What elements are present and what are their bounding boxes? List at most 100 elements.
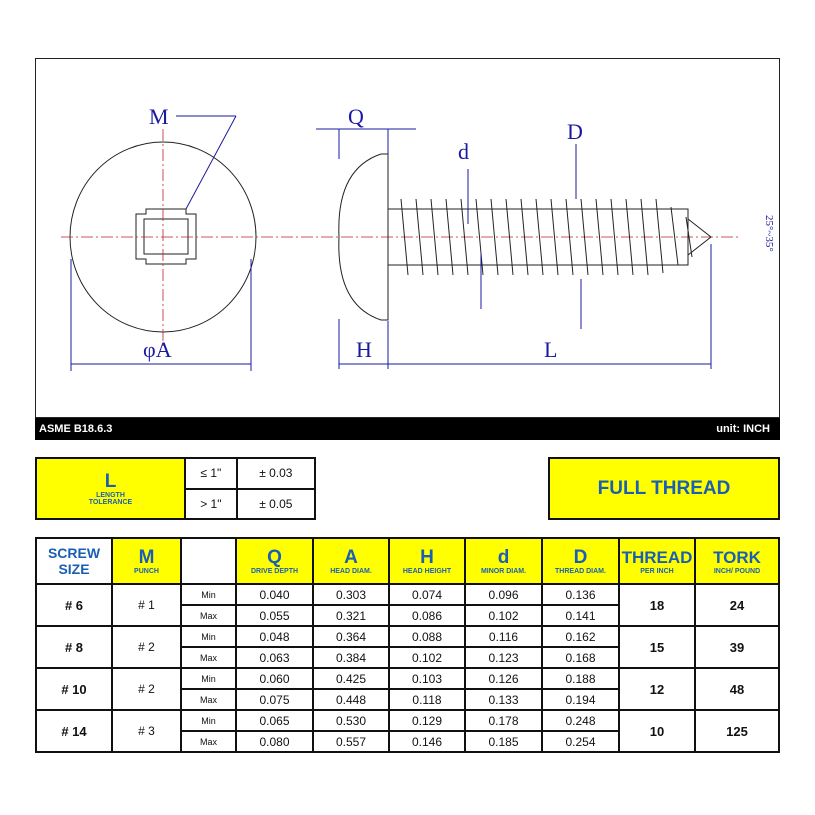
value-cell: 0.129: [388, 709, 466, 732]
max-label: Max: [180, 730, 237, 753]
screw-size: # 10: [35, 667, 113, 711]
value-cell: 0.136: [541, 583, 620, 606]
screw-side-view: [338, 153, 712, 321]
punch: # 3: [111, 709, 182, 753]
value-cell: 0.060: [235, 667, 314, 690]
table-row: # 10 # 2 Min 0.060 0.425 0.103 0.126 0.188 12 48: [35, 667, 780, 711]
value-cell: 0.557: [312, 730, 390, 753]
tolerance-header: L LENGTH TOLERANCE: [35, 457, 186, 520]
value-cell: 0.116: [464, 625, 543, 648]
min-label: Min: [180, 625, 237, 648]
min-label: Min: [180, 583, 237, 606]
value-cell: 0.194: [541, 688, 620, 711]
value-cell: 0.303: [312, 583, 390, 606]
table-row: Max 0.063 0.384 0.102 0.123 0.168: [36, 646, 779, 669]
thread-type-box: FULL THREAD: [548, 457, 780, 520]
value-cell: 0.146: [388, 730, 466, 753]
tolerance-subtitle: LENGTH: [96, 491, 125, 499]
punch: # 2: [111, 667, 182, 711]
tolerance-subtitle: TOLERANCE: [88, 498, 133, 506]
thread-per-inch: 18: [618, 583, 696, 627]
value-cell: 0.086: [388, 604, 466, 627]
value-cell: 0.248: [541, 709, 620, 732]
value-cell: 0.133: [464, 688, 543, 711]
value-cell: 0.075: [235, 688, 314, 711]
standard-label: ASME B18.6.3: [39, 423, 113, 435]
length-tolerance-table: L LENGTH TOLERANCE ≤ 1" ± 0.03 > 1" ± 0.…: [35, 457, 317, 520]
screw-size: # 6: [35, 583, 113, 627]
label-M: M: [149, 104, 169, 129]
table-row: # 8 # 2 Min 0.048 0.364 0.088 0.116 0.162 15 39: [35, 625, 780, 669]
value-cell: 0.254: [541, 730, 620, 753]
max-label: Max: [180, 688, 237, 711]
value-cell: 0.040: [235, 583, 314, 606]
table-row: Max 0.075 0.448 0.118 0.133 0.194: [36, 688, 779, 711]
unit-label: unit: INCH: [716, 423, 770, 435]
header-tork: TORK INCH/ POUND: [694, 537, 780, 585]
table-row: Max 0.055 0.321 0.086 0.102 0.141: [36, 604, 779, 627]
header-a: A HEAD DIAM.: [312, 537, 390, 585]
table-row: # 6 # 1 Min 0.040 0.303 0.074 0.096 0.136 18 24: [35, 583, 780, 627]
header-d-thread: D THREAD DIAM.: [541, 537, 620, 585]
label-D: D: [567, 119, 583, 144]
screw-size: # 8: [35, 625, 113, 669]
tolerance-title: L: [104, 470, 117, 492]
value-cell: 0.178: [464, 709, 543, 732]
value-cell: 0.048: [235, 625, 314, 648]
table-row: Max 0.080 0.557 0.146 0.185 0.254: [36, 730, 779, 753]
value-cell: 0.065: [235, 709, 314, 732]
punch: # 2: [111, 625, 182, 669]
tork: 24: [694, 583, 780, 627]
thread-per-inch: 10: [618, 709, 696, 753]
tork: 125: [694, 709, 780, 753]
value-cell: 0.063: [235, 646, 314, 669]
max-label: Max: [180, 646, 237, 669]
value-cell: 0.141: [541, 604, 620, 627]
label-angle: 25°~35°: [763, 215, 775, 252]
header-row: SCREW SIZE M PUNCH Q DRIVE DEPTH A HEAD DIAM…: [35, 537, 780, 585]
value-cell: 0.168: [541, 646, 620, 669]
value-cell: 0.103: [388, 667, 466, 690]
punch: # 1: [111, 583, 182, 627]
tolerance-cond: ≤ 1": [184, 457, 238, 490]
tolerance-value: ± 0.03: [235, 457, 317, 490]
value-cell: 0.185: [464, 730, 543, 753]
value-cell: 0.126: [464, 667, 543, 690]
value-cell: 0.448: [312, 688, 390, 711]
value-cell: 0.162: [541, 625, 620, 648]
tork: 39: [694, 625, 780, 669]
value-cell: 0.384: [312, 646, 390, 669]
min-label: Min: [180, 667, 237, 690]
header-m: M PUNCH: [111, 537, 182, 585]
value-cell: 0.425: [312, 667, 390, 690]
tolerance-cond: > 1": [184, 487, 238, 520]
tork: 48: [694, 667, 780, 711]
value-cell: 0.102: [464, 604, 543, 627]
header-size: SCREW SIZE: [35, 537, 113, 585]
header-q: Q DRIVE DEPTH: [235, 537, 314, 585]
value-cell: 0.096: [464, 583, 543, 606]
value-cell: 0.118: [388, 688, 466, 711]
label-L: L: [544, 337, 557, 362]
screw-size: # 14: [35, 709, 113, 753]
value-cell: 0.321: [312, 604, 390, 627]
thread-per-inch: 15: [618, 625, 696, 669]
header-d-minor: d MINOR DIAM.: [464, 537, 543, 585]
label-A: φA: [143, 337, 172, 362]
footer-bar: ASME B18.6.3 unit: INCH: [35, 418, 780, 440]
value-cell: 0.088: [388, 625, 466, 648]
value-cell: 0.074: [388, 583, 466, 606]
technical-drawing: M Q d D φA H L 25°~35°: [35, 58, 780, 418]
label-d: d: [458, 139, 469, 164]
max-label: Max: [180, 604, 237, 627]
min-label: Min: [180, 709, 237, 732]
value-cell: 0.364: [312, 625, 390, 648]
label-Q: Q: [348, 104, 364, 129]
value-cell: 0.080: [235, 730, 314, 753]
thread-per-inch: 12: [618, 667, 696, 711]
header-thread: THREAD PER INCH: [618, 537, 696, 585]
tolerance-value: ± 0.05: [235, 487, 317, 520]
header-blank: [180, 537, 237, 585]
table-row: # 14 # 3 Min 0.065 0.530 0.129 0.178 0.248 10 125: [35, 709, 780, 753]
spec-table: SCREW SIZE M PUNCH Q DRIVE DEPTH A HEAD DIAM…: [35, 537, 780, 753]
